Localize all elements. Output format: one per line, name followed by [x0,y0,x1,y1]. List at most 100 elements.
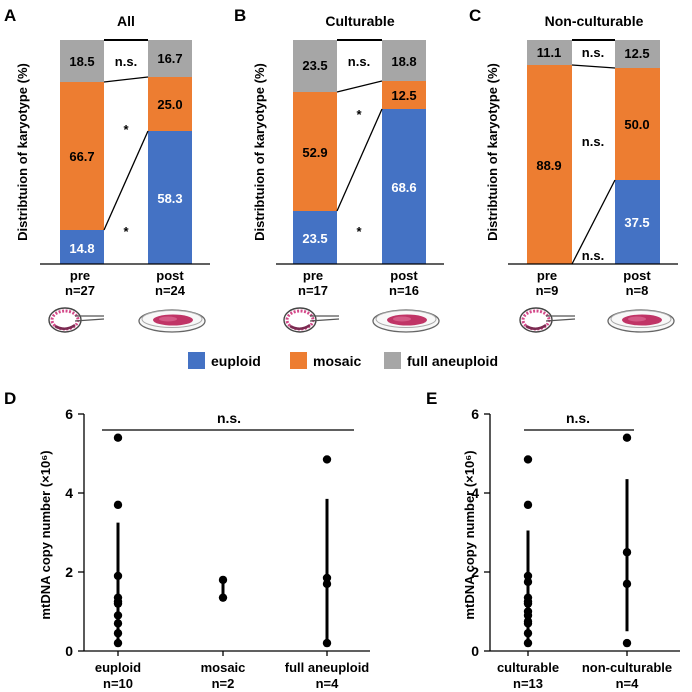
panel-d-ytick-label-6: 6 [65,406,73,422]
panel-e-point-culturable-6 [523,599,533,608]
legend-swatch-mosaic [290,352,307,369]
panel-b-sig-mosaic: * [356,107,362,122]
panel-b-xtick-pre: pre [303,268,323,283]
panel-c-bar-post-mosaic [615,68,660,180]
panel-d-xlabel-mosaic: mosaic [201,660,246,675]
panel-d-point-euploid-0 [113,433,123,442]
panel-e-xlabel-nonculturable-n: n=4 [616,676,640,691]
panel-a-xtick-pre: pre [70,268,90,283]
panel-d-ytick-label-4: 4 [65,485,73,501]
panel-a-dish-icon [138,309,206,333]
panel-b-label-post-aneuploid: 18.8 [391,54,416,69]
panel-e-point-culturable-1 [523,500,533,510]
panel-c-dish-icon [607,309,675,333]
panel-d-point-full-aneuploid-2 [322,579,332,589]
panel-d-marks [113,433,332,648]
panel-c-bars [527,40,660,264]
panel-b-connectors [336,39,383,212]
panel-a-sig-euploid: * [123,224,129,239]
panel-e-xlabel-nonculturable: non-culturable [582,660,672,675]
legend-label-euploid: euploid [211,353,261,369]
panel-e-point-culturable-9 [523,619,533,628]
panel-c-sig-euploid: n.s. [582,248,604,263]
panel-e-xlabel-culturable: culturable [497,660,559,675]
panel-e-point-culturable-10 [523,629,533,638]
panel-e-ytick-label-2: 2 [471,564,479,580]
panel-d-point-euploid-5 [113,611,123,620]
legend-label-mosaic: mosaic [313,353,361,369]
panel-a-label-pre-aneuploid: 18.5 [69,54,94,69]
panel-d-xlabel-euploid-n: n=10 [103,676,133,691]
panel-c-title: Non-culturable [545,13,644,29]
panel-b-connector-euploid [336,108,383,212]
panel-c-label-pre-aneuploid: 11.1 [537,45,562,60]
panel-b-label-pre-mosaic: 52.9 [302,145,327,160]
panel-a-embryo-icon [47,306,106,334]
panel-d-ylabel: mtDNA copy number (×10⁶) [38,450,53,619]
panel-a-connector-euploid [103,130,149,231]
panel-d-significance-label: n.s. [217,410,241,426]
panel-a-connector-aneuploid [103,76,149,83]
legend-label-aneuploid: full aneuploid [407,353,498,369]
panel-c-bar-pre-mosaic [527,65,572,264]
panel-d-xlabel-aneuploid: full aneuploid [285,660,370,675]
panel-a-bar-post-mosaic [148,77,192,131]
panel-d-ytick-label-0: 0 [65,643,73,659]
panel-e: E mtDNA copy number (×10⁶) 0 2 4 6 n.s. … [426,389,680,691]
panel-b: B Culturable Distribtuion of karyotype (… [234,6,444,334]
panel-a-xtick-pre-n: n=27 [65,283,95,298]
legend-swatch-aneuploid [384,352,401,369]
panel-c-sig-aneuploid: n.s. [582,45,604,60]
panel-c-label-post-mosaic: 50.0 [624,117,649,132]
panel-a-label-post-euploid: 58.3 [157,191,182,206]
panel-d-point-full-aneuploid-0 [322,455,332,464]
panel-c-label-post-euploid: 37.5 [624,215,649,230]
panel-c-xtick-pre-n: n=9 [536,283,559,298]
panel-c-connector-aneuploid [571,64,616,69]
panel-d-point-mosaic-1 [218,593,228,602]
panel-c-ylabel: Distribtuion of karyotype (%) [485,63,500,241]
panel-a-label-post-aneuploid: 16.7 [157,51,182,66]
panel-b-xtick-post-n: n=16 [389,283,419,298]
panel-d-point-euploid-2 [113,571,123,581]
panel-b-ylabel: Distribtuion of karyotype (%) [252,63,267,241]
panel-b-connector-aneuploid [336,80,383,93]
panel-a-letter: A [4,6,16,25]
panel-a-ylabel: Distribtuion of karyotype (%) [15,63,30,241]
panel-a-label-pre-mosaic: 66.7 [69,149,94,164]
panel-c-sig-mosaic: n.s. [582,134,604,149]
panel-d-point-mosaic-0 [218,575,228,585]
panel-a: A All Distribtuion of karyotype (%) 14.8… [4,6,210,334]
panel-a-bars [60,40,192,264]
panel-b-label-post-euploid: 68.6 [391,180,416,195]
panel-a-sig-mosaic: * [123,122,129,137]
panel-c-embryo-icon [518,306,577,334]
panel-d-ticks [78,413,328,656]
panel-e-ytick-label-4: 4 [471,485,479,501]
panel-c-connector-euploid [571,179,616,265]
panel-e-point-non-culturable-0 [622,433,632,442]
panel-d-xlabel-euploid: euploid [95,660,141,675]
panel-b-xtick-pre-n: n=17 [298,283,328,298]
panel-d-xlabel-mosaic-n: n=2 [212,676,235,691]
panel-e-ylabel: mtDNA copy number (×10⁶) [462,450,477,619]
panel-b-bar-pre-aneuploid [293,40,337,92]
panel-c: C Non-culturable Distribtuion of karyoty… [469,6,678,334]
panel-e-ticks [484,413,628,656]
panel-b-xtick-post: post [390,268,418,283]
panel-c-bar-post-euploid [615,180,660,264]
panel-e-ytick-label-6: 6 [471,406,479,422]
panel-d-letter: D [4,389,16,408]
panel-a-title: All [117,13,135,29]
panel-a-label-pre-euploid: 14.8 [69,241,94,256]
panel-b-bar-pre-euploid [293,211,337,264]
panel-b-sig-aneuploid: n.s. [348,54,370,69]
panel-c-xtick-post: post [623,268,651,283]
panel-a-xtick-post: post [156,268,184,283]
panel-c-xtick-post-n: n=8 [626,283,649,298]
panel-b-bar-pre-mosaic [293,92,337,211]
panel-b-bar-post-euploid [382,109,426,264]
panel-b-bar-post-mosaic [382,81,426,109]
panel-a-bar-pre-mosaic [60,82,104,230]
